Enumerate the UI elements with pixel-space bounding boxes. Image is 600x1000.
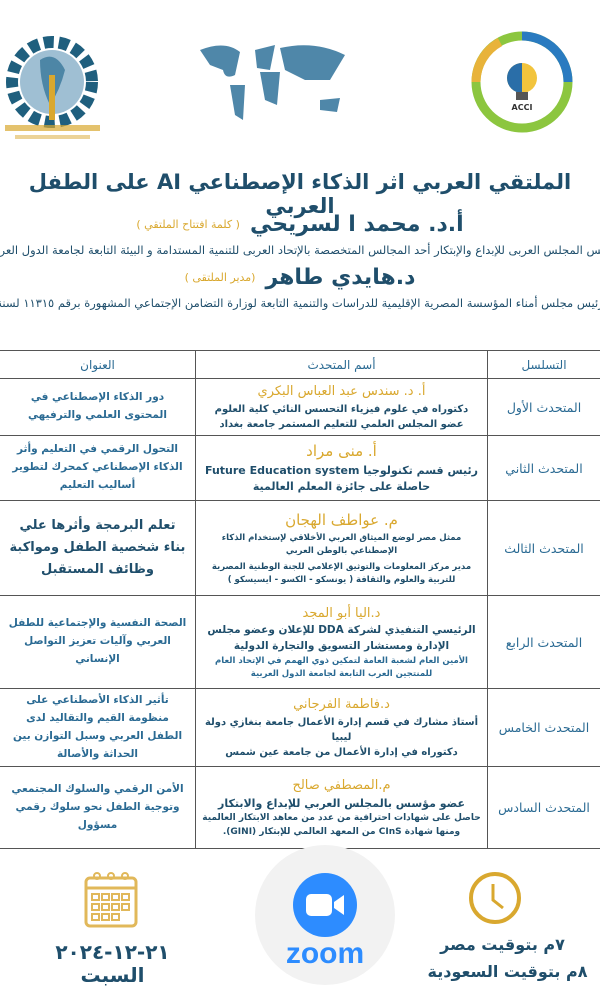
- host-name: د.هايدي طاهر: [265, 265, 416, 290]
- host-role: (مدير الملتقى ): [184, 271, 256, 284]
- time-saudi: ٨م بتوقيت السعودية: [427, 962, 588, 981]
- speaker-bio: رئيس قسم تكنولوجيا Future Education syst…: [205, 463, 478, 477]
- host-2-heading: د.هايدي طاهر (مدير الملتقى ): [0, 265, 600, 290]
- event-date: ٢١-١٢-٢٠٢٤: [55, 940, 170, 964]
- speaker-sequence: المتحدث السادس: [487, 766, 600, 850]
- egyptian-foundation-logo: [5, 36, 100, 139]
- speaker-topic: الصحة النفسية والإجتماعية للطفل العربي و…: [0, 595, 196, 689]
- speaker-cell: م.المصطفي صالح عضو مؤسس بالمجلس العربي لل…: [195, 766, 488, 850]
- host-role: ( كلمة افتتاح الملتقي ): [136, 218, 240, 231]
- speaker-name: أ. د. سندس عبد العباس البكري: [257, 384, 426, 400]
- speaker-sequence: المتحدث الثاني: [487, 435, 600, 501]
- speaker-bio: دكتوراه في إدارة الأعمال من جامعة عين شم…: [225, 746, 458, 758]
- speaker-name: م.المصطفي صالح: [292, 778, 391, 794]
- time-egypt: ٧م بتوقيت مصر: [440, 935, 565, 954]
- zoom-badge: zoom: [255, 845, 395, 985]
- event-day: السبت: [80, 963, 145, 987]
- speaker-cell: د.فاطمة الفرجاني أستاذ مشارك في قسم إدارة…: [195, 687, 488, 768]
- speaker-topic: تأثير الذكاء الأصطناعي على منظومة القيم …: [0, 687, 196, 768]
- clock-icon: [469, 872, 521, 924]
- host-name: أ.د. محمد ا لسريحي: [249, 212, 464, 237]
- speaker-cell: أ. منى مراد رئيس قسم تكنولوجيا Future Edu…: [195, 435, 488, 501]
- speaker-bio: مدير مركز المعلومات والتوثيق الإعلامي لل…: [211, 562, 472, 585]
- speaker-bio: حاصلة على جائزة المعلم العالمية: [252, 480, 431, 494]
- table-row: المتحدث الثاني أ. منى مراد رئيس قسم تكنول…: [0, 435, 600, 501]
- speaker-sequence: المتحدث الثالث: [487, 500, 600, 596]
- table-row: المتحدث الرابع د.اليا أبو المجد الرئيسي ا…: [0, 595, 600, 689]
- header-topic: العنوان: [0, 350, 196, 379]
- speaker-bio: الأمين العام لشعبة العامة لتمكين ذوي اله…: [215, 655, 468, 679]
- table-row: المتحدث الأول أ. د. سندس عبد العباس البك…: [0, 378, 600, 436]
- speaker-name: د.فاطمة الفرجاني: [293, 697, 390, 713]
- host-1-heading: أ.د. محمد ا لسريحي ( كلمة افتتاح الملتقي…: [0, 212, 600, 237]
- speaker-sequence: المتحدث الخامس: [487, 687, 600, 768]
- host-1-description: رئيس المجلس العربى للإبداع والإبتكار أحد…: [0, 243, 600, 257]
- speaker-bio: حاصل على شهادات احترافية من عدد من معاهد…: [202, 813, 481, 837]
- speaker-sequence: المتحدث الأول: [487, 378, 600, 436]
- header-sequence: التسلسل: [487, 350, 600, 379]
- speaker-topic: دور الذكاء الإصطناعي في المحتوى العلمي و…: [0, 378, 196, 436]
- speaker-name: أ. منى مراد: [306, 442, 377, 461]
- speaker-name: د.اليا أبو المجد: [302, 605, 381, 621]
- table-header: التسلسل أسم المتحدث العنوان: [0, 350, 600, 379]
- speaker-bio: ممثل مصر لوضع الميثاق العربي الأخلاقي لإ…: [221, 532, 462, 556]
- table-row: المتحدث الخامس د.فاطمة الفرجاني أستاذ مشا…: [0, 687, 600, 768]
- header-speaker: أسم المتحدث: [195, 350, 488, 379]
- calendar-icon: [84, 872, 138, 928]
- speaker-topic: تعلم البرمجة وأثرها علي بناء شخصية الطفل…: [0, 500, 196, 596]
- speaker-topic: التحول الرقمي في التعليم وأثر الذكاء الإ…: [0, 435, 196, 501]
- speaker-cell: أ. د. سندس عبد العباس البكري دكتوراه في ع…: [195, 378, 488, 436]
- zoom-camera-icon: [293, 873, 357, 937]
- table-row: المتحدث الثالث م. عواطف الهجان ممثل مصر ل…: [0, 500, 600, 596]
- speaker-topic: الأمن الرقمي والسلوك المجتمعي وتوجية الط…: [0, 766, 196, 850]
- zoom-wordmark: zoom: [285, 937, 365, 970]
- acci-text: ACCI: [512, 103, 533, 112]
- speaker-sequence: المتحدث الرابع: [487, 595, 600, 689]
- speaker-cell: د.اليا أبو المجد الرئيسي التنفيذي لشركة D…: [195, 595, 488, 689]
- speaker-bio: عضو المجلس العلمي للتعليم المستمر جامعة …: [219, 418, 464, 430]
- speaker-bio: دكتوراه في علوم فيزياء التحسس النائي كلي…: [214, 403, 469, 415]
- host-2-description: رئيس مجلس أمناء المؤسسة المصرية الإقليمي…: [0, 296, 600, 310]
- acci-logo: ACCI: [471, 31, 573, 133]
- speakers-table: التسلسل أسم المتحدث العنوان المتحدث الأو…: [0, 350, 600, 850]
- speaker-bio: الرئيسي التنفيذي لشركة DDA للإعلان وعضو …: [207, 624, 476, 652]
- page-title: الملتقي العربي اثر الذكاء الإصطناعي AI ع…: [28, 170, 572, 218]
- speaker-name: م. عواطف الهجان: [285, 511, 398, 530]
- world-map-image: [200, 45, 345, 120]
- speaker-bio: أستاذ مشارك في قسم إدارة الأعمال جامعة ب…: [204, 716, 479, 743]
- speaker-cell: م. عواطف الهجان ممثل مصر لوضع الميثاق الع…: [195, 500, 488, 596]
- speaker-bio: عضو مؤسس بالمجلس العربي للإبداع والابتكا…: [218, 796, 465, 810]
- table-row: المتحدث السادس م.المصطفي صالح عضو مؤسس با…: [0, 766, 600, 850]
